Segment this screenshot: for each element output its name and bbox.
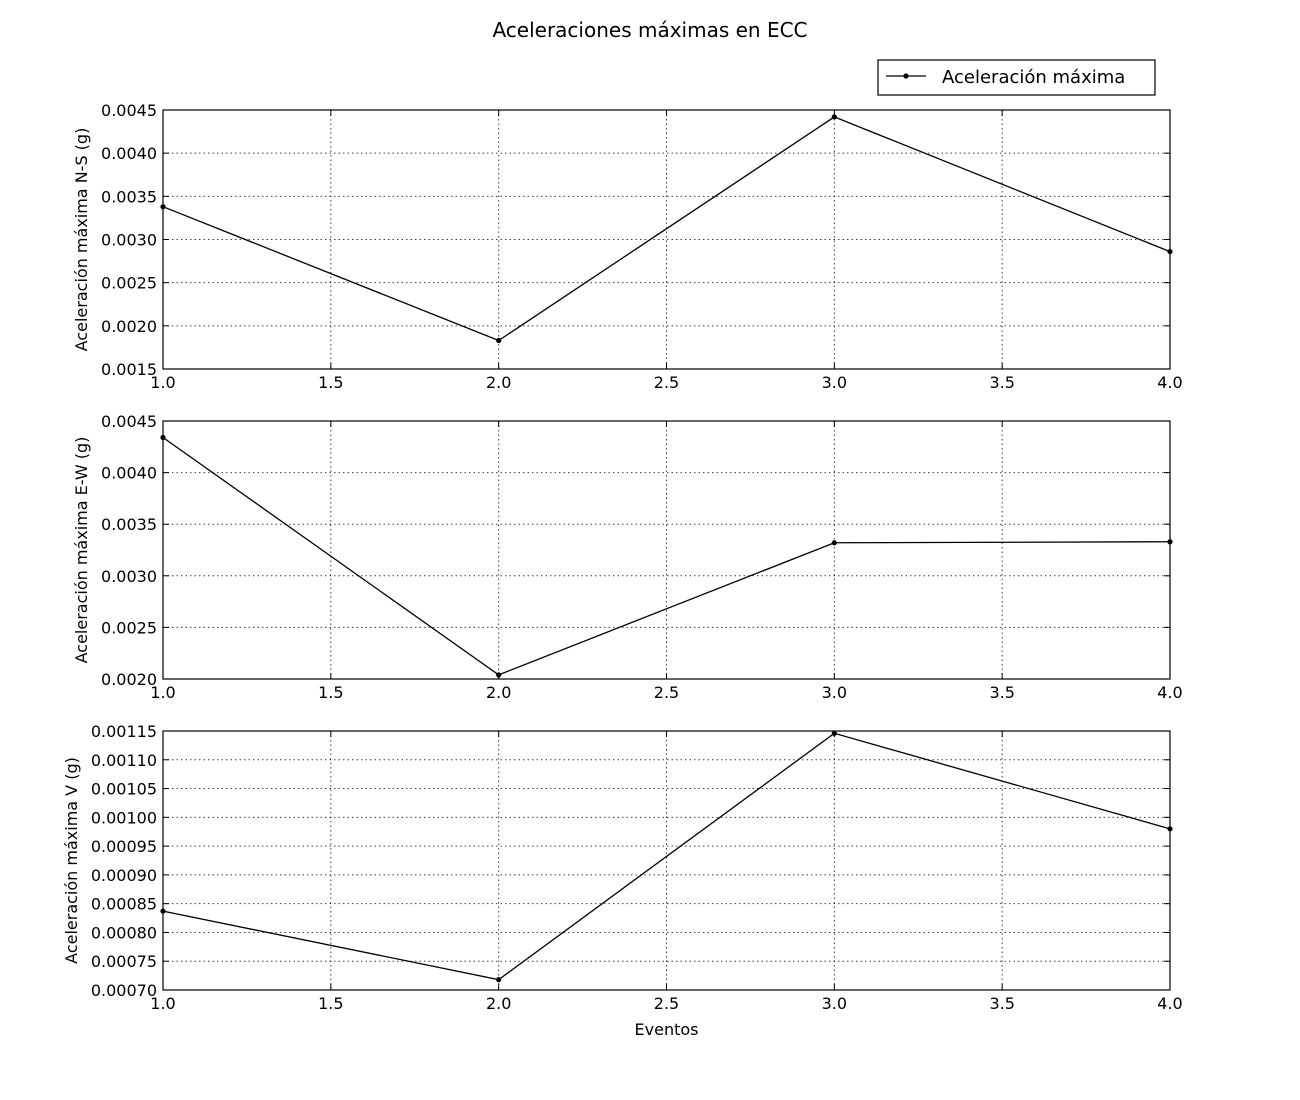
y-tick-label: 0.0045 <box>101 101 157 120</box>
y-tick-label: 0.0030 <box>101 567 157 586</box>
panels-container: 0.00150.00200.00250.00300.00350.00400.00… <box>62 101 1183 1039</box>
y-tick-label: 0.00075 <box>91 952 157 971</box>
y-axis-label: Aceleración máxima V (g) <box>62 757 81 964</box>
y-tick-label: 0.0030 <box>101 231 157 250</box>
y-axis-label: Aceleración máxima E-W (g) <box>72 437 91 664</box>
x-tick-label: 2.5 <box>654 373 679 392</box>
y-tick-label: 0.00105 <box>91 780 157 799</box>
y-tick-label: 0.0040 <box>101 464 157 483</box>
plot-frame <box>162 730 1171 991</box>
chart-title: Aceleraciones máximas en ECC <box>492 18 807 42</box>
x-tick-label: 2.0 <box>486 994 511 1013</box>
legend-box <box>877 59 1156 96</box>
y-tick-label: 0.00095 <box>91 837 157 856</box>
y-axis-label: Aceleración máxima N-S (g) <box>72 128 91 352</box>
x-tick-label: 2.0 <box>486 373 511 392</box>
panel-3: 0.00070 0.00075 0.00080 0.00085 0.00090 0.000… <box>62 722 1183 1039</box>
y-tick-label: 0.00090 <box>91 866 157 885</box>
data-point <box>1167 539 1173 545</box>
legend-marker <box>903 73 909 79</box>
data-point <box>160 204 166 210</box>
panel-2: 0.0020 0.0025 0.0030 0.0035 0.0040 0.0045 1.0 1… <box>72 412 1183 702</box>
y-tick-label: 0.00100 <box>91 808 157 827</box>
y-tick-label: 0.0015 <box>101 360 157 379</box>
y-tick-label: 0.00080 <box>91 923 157 942</box>
x-tick-label: 2.0 <box>486 683 511 702</box>
y-tick-label: 0.00070 <box>91 981 157 1000</box>
series-line <box>162 116 1171 342</box>
panel-1: 0.0015 0.0020 0.0025 0.0030 0.0035 0.0040 0.00… <box>72 101 1183 392</box>
x-tick-label: 3.0 <box>822 683 847 702</box>
y-tick-label: 0.0035 <box>101 515 157 534</box>
data-point <box>831 730 837 736</box>
x-axis-label: Eventos <box>635 1020 699 1039</box>
x-tick-label: 4.0 <box>1157 994 1182 1013</box>
x-tick-label: 4.0 <box>1157 373 1182 392</box>
x-tick-label: 4.0 <box>1157 683 1182 702</box>
y-tick-label: 0.00115 <box>91 722 157 741</box>
x-tick-label: 1.0 <box>150 683 175 702</box>
y-tick-label: 0.0025 <box>101 274 157 293</box>
data-point <box>160 434 166 441</box>
x-tick-label: 2.5 <box>654 994 679 1013</box>
x-tick-label: 2.5 <box>654 683 679 702</box>
x-tick-label: 3.5 <box>989 373 1014 392</box>
x-tick-label: 1.0 <box>150 373 175 392</box>
y-tick-label: 0.0040 <box>101 144 157 163</box>
y-tick-label: 0.00085 <box>91 895 157 914</box>
x-tick-label: 1.5 <box>318 994 343 1013</box>
data-point <box>160 908 166 914</box>
x-tick-label: 3.5 <box>989 683 1014 702</box>
y-tick-label: 0.0020 <box>101 317 157 336</box>
y-tick-label: 0.0020 <box>101 670 157 689</box>
data-point <box>1167 248 1173 255</box>
data-point <box>496 977 502 983</box>
series-line <box>162 732 1171 981</box>
x-tick-label: 1.5 <box>318 373 343 392</box>
data-point <box>496 337 502 344</box>
x-tick-label: 3.0 <box>822 373 847 392</box>
x-tick-label: 3.5 <box>989 994 1014 1013</box>
legend-label: Aceleración máxima <box>942 67 1125 88</box>
plot-frame <box>162 420 1171 680</box>
series-line <box>162 436 1171 676</box>
data-point <box>1167 826 1173 832</box>
plot-frame <box>162 109 1171 370</box>
data-point <box>831 114 837 120</box>
x-tick-label: 1.0 <box>150 994 175 1013</box>
y-tick-label: 0.00110 <box>91 751 157 770</box>
y-tick-label: 0.0035 <box>101 187 157 206</box>
y-tick-label: 0.0025 <box>101 618 157 637</box>
legend: Aceleración máxima <box>877 59 1156 96</box>
x-tick-label: 1.5 <box>318 683 343 702</box>
data-point <box>831 540 837 546</box>
y-tick-label: 0.0045 <box>101 412 157 431</box>
data-point <box>496 672 502 678</box>
x-tick-label: 3.0 <box>822 994 847 1013</box>
